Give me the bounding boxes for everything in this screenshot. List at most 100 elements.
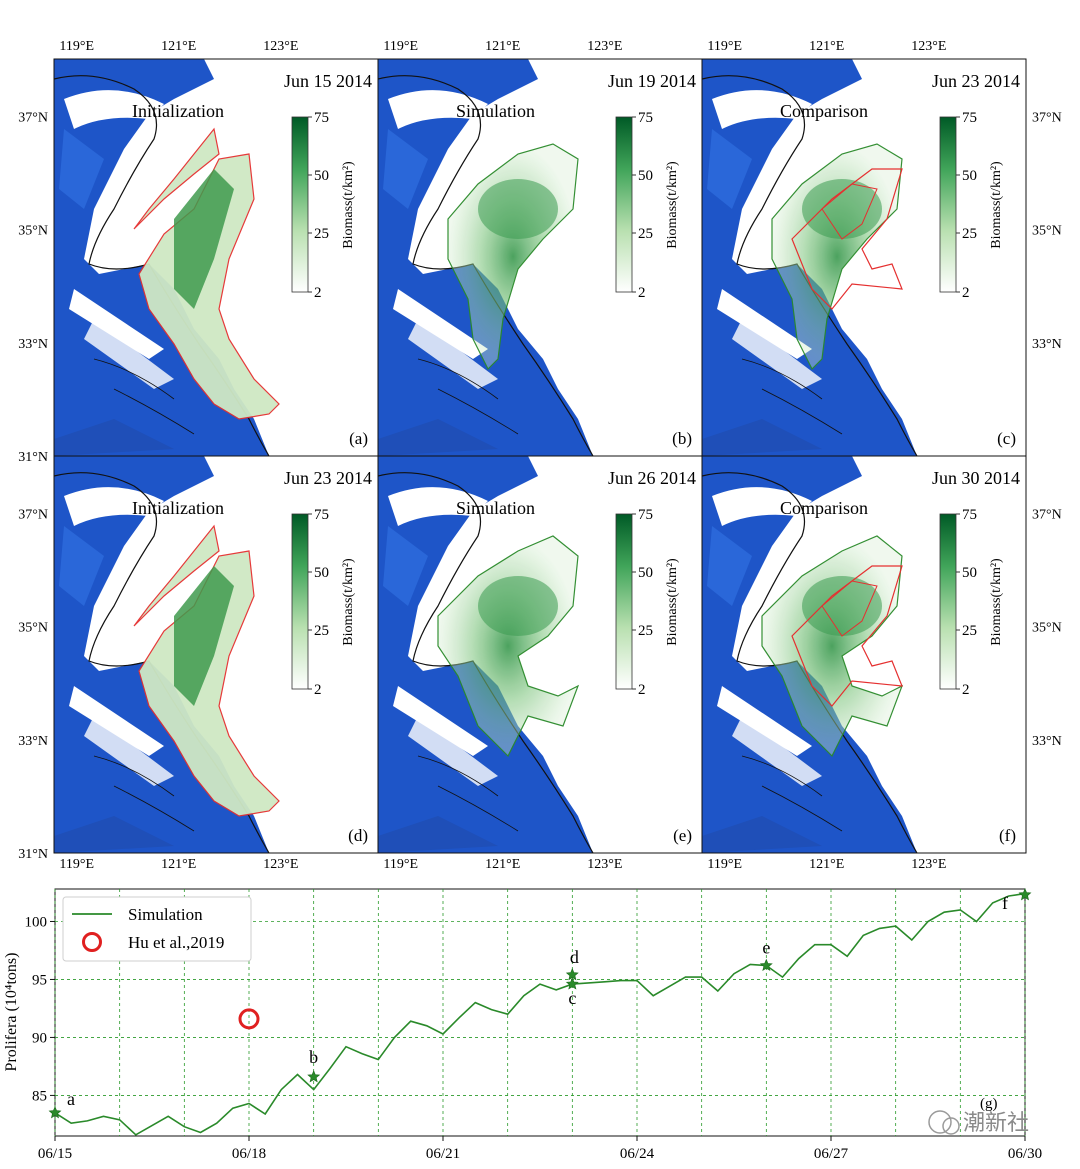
map-panel-3-colorbar-ramp bbox=[291, 513, 309, 690]
map-panel-2-colorbar-label-1: 50 bbox=[962, 168, 977, 184]
map-panel-2-colorbar-label-0: 75 bbox=[962, 110, 977, 126]
lat-label-left-0-2: 33°N bbox=[18, 337, 48, 352]
map-panel-1: Jun 19 2014 Simulation (b) 75 50 25 2 Biomass(t… bbox=[377, 58, 703, 457]
chart-marker-b bbox=[307, 1070, 321, 1083]
chart-ticks: 06/15 06/18 06/21 06/24 06/27 06/30 85 90 95 100 bbox=[25, 914, 1043, 1162]
map-panel-5: Jun 30 2014 Comparison (f) 75 50 25 2 Biomass(t… bbox=[701, 455, 1027, 854]
map-panel-1-colorbar-title: Biomass(t/km²) bbox=[665, 161, 680, 249]
map-panel-4-letter: (e) bbox=[673, 826, 692, 845]
chart-marker-e bbox=[759, 958, 773, 972]
map-panel-2-content bbox=[702, 59, 1026, 456]
lat-label-left-0-3: 31°N bbox=[18, 450, 48, 465]
map-panel-3-colorbar-label-0: 75 bbox=[314, 507, 329, 523]
map-panel-2-letter: (c) bbox=[997, 429, 1016, 448]
chart-legend: Simulation Hu et al.,2019 bbox=[62, 896, 252, 962]
chart-xtick-label-5: 06/30 bbox=[1008, 1146, 1042, 1162]
lat-label-right-0-2: 33°N bbox=[1032, 337, 1062, 352]
watermark-text: 潮新社 bbox=[963, 1110, 1029, 1135]
lon-label-top-2-0: 119°E bbox=[707, 39, 742, 54]
map-panel-1-colorbar-ramp bbox=[615, 116, 633, 293]
lon-label-bottom-0-1: 121°E bbox=[161, 857, 196, 872]
map-panel-3-content bbox=[54, 456, 378, 853]
map-panel-0-colorbar-title: Biomass(t/km²) bbox=[341, 161, 356, 249]
map-panel-4-colorbar-label-3: 2 bbox=[638, 682, 646, 698]
map-panel-0-bloom-1 bbox=[133, 127, 220, 230]
map-panel-3-colorbar-label-2: 25 bbox=[314, 623, 329, 639]
chart-xtick-label-2: 06/21 bbox=[426, 1146, 460, 1162]
map-panel-3-bloom-0 bbox=[138, 550, 280, 817]
map-panel-1-letter: (b) bbox=[672, 429, 692, 448]
map-panel-1-colorbar: 75 50 25 2 Biomass(t/km²) bbox=[615, 110, 680, 301]
map-panel-1-base bbox=[378, 59, 702, 456]
map-panel-5-colorbar-label-1: 50 bbox=[962, 565, 977, 581]
map-panel-2-colorbar: 75 50 25 2 Biomass(t/km²) bbox=[939, 110, 1004, 301]
lon-label-bottom-0-0: 119°E bbox=[59, 857, 94, 872]
chart-ytick-label-1: 90 bbox=[32, 1030, 47, 1046]
map-panel-2-colorbar-ramp bbox=[939, 116, 957, 293]
map-panel-1-content bbox=[378, 59, 702, 456]
lat-label-right-1-1: 35°N bbox=[1032, 621, 1062, 636]
map-panel-4: Jun 26 2014 Simulation (e) 75 50 25 2 Biomass(t… bbox=[377, 455, 703, 854]
lat-label-right-0-0: 37°N bbox=[1032, 111, 1062, 126]
map-panel-4-content bbox=[378, 456, 702, 853]
lon-label-top-0-0: 119°E bbox=[59, 39, 94, 54]
lat-label-right-1-2: 33°N bbox=[1032, 734, 1062, 749]
lat-label-left-1-2: 33°N bbox=[18, 734, 48, 749]
chart-marker-label-c: c bbox=[568, 988, 576, 1008]
map-panel-0-colorbar-label-0: 75 bbox=[314, 110, 329, 126]
map-panel-0-title: Initialization bbox=[132, 101, 224, 121]
map-panel-4-title: Simulation bbox=[456, 498, 535, 518]
map-panel-0-bloom-core bbox=[174, 169, 234, 309]
legend-label-observation: Hu et al.,2019 bbox=[128, 933, 224, 952]
map-panel-2-observed-outline bbox=[791, 168, 903, 310]
lon-label-top-1-0: 119°E bbox=[383, 39, 418, 54]
map-panel-1-bloom-core bbox=[478, 179, 558, 239]
legend-box bbox=[62, 896, 252, 962]
line-chart: 06/15 06/18 06/21 06/24 06/27 06/30859095100 … bbox=[3, 888, 1043, 1162]
chart-ylabel: Prolifera (10⁴tons) bbox=[3, 953, 20, 1072]
map-panel-5-colorbar-ramp bbox=[939, 513, 957, 690]
lon-label-bottom-2-0: 119°E bbox=[707, 857, 742, 872]
map-panel-5-colorbar-title: Biomass(t/km²) bbox=[989, 558, 1004, 646]
lat-label-right-1-0: 37°N bbox=[1032, 508, 1062, 523]
series-line-simulation bbox=[54, 892, 1026, 1136]
map-panel-3-colorbar-title: Biomass(t/km²) bbox=[341, 558, 356, 646]
map-panel-5-colorbar-label-3: 2 bbox=[962, 682, 970, 698]
chart-grid bbox=[54, 889, 1026, 1136]
map-panel-1-title: Simulation bbox=[456, 101, 535, 121]
map-panel-2-colorbar-label-3: 2 bbox=[962, 285, 970, 301]
map-panel-1-colorbar-label-1: 50 bbox=[638, 168, 653, 184]
lat-label-left-0-1: 35°N bbox=[18, 224, 48, 239]
legend-circle-icon bbox=[82, 932, 102, 952]
lon-label-top-1-2: 123°E bbox=[587, 39, 622, 54]
map-panel-4-date: Jun 26 2014 bbox=[608, 468, 696, 488]
chart-xtick-label-1: 06/18 bbox=[232, 1146, 266, 1162]
map-panel-2-date: Jun 23 2014 bbox=[932, 71, 1020, 91]
chart-marker-label-f: f bbox=[1002, 893, 1008, 913]
lon-label-top-0-1: 121°E bbox=[161, 39, 196, 54]
map-panel-0-colorbar-ramp bbox=[291, 116, 309, 293]
chart-marker-label-a: a bbox=[67, 1089, 75, 1109]
map-panel-3-colorbar-label-3: 2 bbox=[314, 682, 322, 698]
chart-marker-a bbox=[48, 1106, 62, 1119]
lon-label-top-2-2: 123°E bbox=[911, 39, 946, 54]
chart-marker-c bbox=[565, 977, 579, 990]
lat-label-left-1-3: 31°N bbox=[18, 847, 48, 862]
chart-markers: a b c d e f bbox=[48, 888, 1032, 1119]
map-panel-4-colorbar-label-2: 25 bbox=[638, 623, 653, 639]
watermark: 潮新社 bbox=[928, 1110, 1029, 1135]
chart-panel-letter: (g) bbox=[980, 1096, 998, 1112]
watermark-icon bbox=[928, 1110, 952, 1134]
lon-label-top-0-2: 123°E bbox=[263, 39, 298, 54]
chart-ytick-label-0: 85 bbox=[32, 1088, 47, 1104]
lon-label-bottom-1-1: 121°E bbox=[485, 857, 520, 872]
map-panel-0-colorbar-label-3: 2 bbox=[314, 285, 322, 301]
map-panel-3-bloom-1 bbox=[133, 524, 220, 627]
map-panel-5-colorbar-label-0: 75 bbox=[962, 507, 977, 523]
map-panel-0-date: Jun 15 2014 bbox=[284, 71, 372, 91]
map-panel-2-observed-outline-inner bbox=[821, 183, 878, 240]
map-panel-4-colorbar: 75 50 25 2 Biomass(t/km²) bbox=[615, 507, 680, 698]
map-panel-0-content bbox=[54, 59, 378, 456]
lon-label-bottom-2-2: 123°E bbox=[911, 857, 946, 872]
